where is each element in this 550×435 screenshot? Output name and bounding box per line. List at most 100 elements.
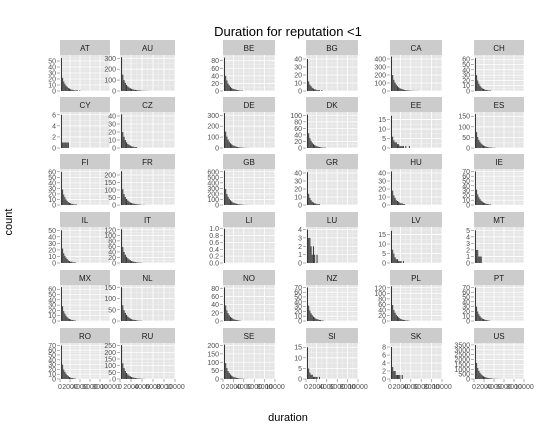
y-tick-label: 50 bbox=[462, 62, 470, 69]
y-tick-label: 150 bbox=[207, 351, 219, 358]
y-tick-label: 3 bbox=[466, 241, 470, 248]
histogram-bar bbox=[484, 376, 486, 379]
facet-panels: AT01020304050AU0100200300BE020406080BG01… bbox=[48, 40, 534, 391]
histogram-bar bbox=[484, 203, 486, 205]
y-tick-label: 10 bbox=[378, 195, 386, 202]
histogram-bar bbox=[311, 254, 313, 263]
y-tick-label: 100 bbox=[290, 113, 302, 120]
y-tick-label: 4 bbox=[298, 227, 302, 234]
y-tick-label: 40 bbox=[462, 299, 470, 306]
y-tick-label: 200 bbox=[104, 67, 116, 74]
histogram-bar bbox=[391, 56, 392, 91]
histogram-bar bbox=[399, 88, 401, 91]
strip-label: BG bbox=[326, 44, 338, 53]
histogram-bar bbox=[476, 249, 478, 263]
histogram-bar bbox=[73, 90, 75, 91]
histogram-bar bbox=[127, 200, 129, 205]
histogram-bar bbox=[314, 254, 316, 263]
y-tick-label: 150 bbox=[104, 285, 116, 292]
y-tick-label: 100 bbox=[104, 233, 116, 240]
histogram-bar bbox=[69, 88, 70, 91]
histogram-bar bbox=[73, 320, 75, 321]
facet-panel-lv: LV 0 5 10 15 bbox=[378, 212, 443, 268]
y-tick-label: 5 bbox=[382, 251, 386, 258]
strip-background bbox=[223, 270, 275, 285]
histogram-bar bbox=[124, 197, 126, 205]
x-tick-label: 4000 bbox=[72, 384, 88, 391]
histogram-bar bbox=[65, 257, 67, 263]
x-tick-label: 6000 bbox=[413, 384, 429, 391]
histogram-bar bbox=[228, 85, 230, 91]
strip-background bbox=[390, 212, 442, 227]
facet-panel-cy: CY 0 2 4 6 bbox=[52, 97, 111, 153]
histogram-bar bbox=[394, 197, 396, 205]
histogram-bar bbox=[488, 378, 490, 379]
y-tick-label: 80 bbox=[211, 58, 219, 65]
strip-background bbox=[223, 154, 275, 169]
histogram-bar bbox=[123, 194, 125, 205]
y-tick-label: 1000 bbox=[454, 367, 470, 374]
y-tick-label: 200 bbox=[104, 350, 116, 357]
y-tick-label: 5 bbox=[382, 136, 386, 143]
histogram-bar bbox=[67, 318, 69, 321]
y-tick-label: 0 bbox=[112, 203, 116, 210]
y-tick-label: 2 bbox=[298, 244, 302, 251]
histogram-bar bbox=[128, 375, 130, 379]
histogram-bar bbox=[73, 204, 75, 205]
histogram-bar bbox=[237, 320, 239, 321]
histogram-bar bbox=[127, 144, 129, 148]
histogram-bar bbox=[477, 249, 479, 263]
strip-background bbox=[223, 97, 275, 112]
y-tick-label: 80 bbox=[108, 238, 116, 245]
facet-panel-ee: EE 0 5 10 15 bbox=[378, 97, 443, 153]
histogram-bar bbox=[486, 204, 488, 205]
histogram-bar bbox=[396, 144, 398, 148]
histogram-bar bbox=[233, 202, 235, 205]
y-tick-label: 60 bbox=[108, 244, 116, 251]
y-tick-label: 0 bbox=[298, 146, 302, 153]
x-tick-label: 4000 bbox=[134, 384, 150, 391]
histogram-bar bbox=[69, 318, 70, 321]
histogram-bar bbox=[121, 114, 123, 148]
x-tick-label: 2000 bbox=[309, 384, 325, 391]
histogram-bar bbox=[393, 140, 395, 148]
y-tick-label: 20 bbox=[294, 73, 302, 80]
histogram-bar bbox=[128, 144, 130, 148]
strip-label: NO bbox=[243, 274, 255, 283]
histogram-bar bbox=[235, 89, 237, 91]
strip-label: NL bbox=[142, 274, 153, 283]
histogram-bar bbox=[70, 261, 72, 263]
y-tick-label: 30 bbox=[108, 122, 116, 129]
y-tick-label: 20 bbox=[462, 193, 470, 200]
histogram-bar bbox=[229, 86, 231, 91]
y-tick-label: 0 bbox=[382, 203, 386, 210]
strip-label: GR bbox=[326, 158, 338, 167]
histogram-bar bbox=[134, 147, 136, 148]
histogram-bar bbox=[225, 75, 227, 91]
histogram-bar bbox=[126, 142, 128, 148]
histogram-bar bbox=[137, 262, 139, 263]
histogram-bar bbox=[74, 90, 76, 91]
y-tick-label: 150 bbox=[458, 114, 470, 121]
histogram-bar bbox=[71, 89, 73, 91]
histogram-bar bbox=[307, 229, 308, 263]
histogram-bar bbox=[480, 256, 482, 263]
y-tick-label: 6 bbox=[52, 112, 56, 119]
histogram-bar bbox=[231, 87, 233, 91]
y-tick-label: 50 bbox=[48, 228, 56, 235]
histogram-bar bbox=[483, 319, 484, 321]
histogram-bar bbox=[312, 316, 314, 321]
y-tick-label: 0 bbox=[52, 261, 56, 268]
facet-panel-de: DE 0 100 200 300 bbox=[207, 97, 276, 153]
histogram-bar bbox=[310, 246, 312, 263]
histogram-bar bbox=[77, 90, 78, 91]
histogram-bar bbox=[231, 317, 233, 321]
histogram-bar bbox=[400, 261, 402, 263]
histogram-bar bbox=[67, 202, 69, 205]
y-tick-label: 0.0 bbox=[209, 261, 219, 268]
x-tick-label: 0 bbox=[221, 384, 225, 391]
histogram-bar bbox=[72, 378, 74, 379]
